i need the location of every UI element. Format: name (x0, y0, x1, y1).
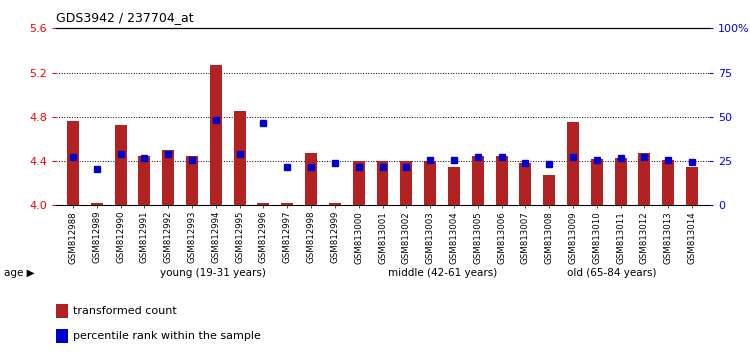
Text: age ▶: age ▶ (4, 268, 34, 279)
Bar (56, 304, 68, 318)
Bar (662, 160, 674, 205)
Bar (210, 65, 222, 205)
Bar (234, 111, 245, 205)
Text: percentile rank within the sample: percentile rank within the sample (73, 331, 260, 341)
Bar (543, 176, 555, 205)
Bar (139, 155, 150, 205)
Bar (281, 203, 293, 205)
Bar (91, 203, 103, 205)
Bar (424, 161, 436, 205)
Bar (520, 163, 531, 205)
Text: young (19-31 years): young (19-31 years) (160, 268, 266, 279)
Text: transformed count: transformed count (73, 306, 176, 316)
Bar (329, 203, 340, 205)
Text: middle (42-61 years): middle (42-61 years) (388, 268, 497, 279)
Bar (376, 161, 388, 205)
Bar (615, 158, 626, 205)
Bar (496, 155, 508, 205)
Bar (162, 150, 174, 205)
Text: GDS3942 / 237704_at: GDS3942 / 237704_at (56, 11, 194, 24)
Bar (257, 203, 269, 205)
Bar (686, 167, 698, 205)
Bar (67, 121, 79, 205)
Bar (115, 125, 127, 205)
Bar (591, 159, 603, 205)
Bar (400, 161, 412, 205)
Bar (56, 329, 68, 343)
Bar (186, 155, 198, 205)
Bar (352, 161, 364, 205)
Bar (448, 167, 460, 205)
Bar (472, 155, 484, 205)
Text: old (65-84 years): old (65-84 years) (567, 268, 657, 279)
Bar (305, 153, 317, 205)
Bar (567, 122, 579, 205)
Bar (638, 153, 650, 205)
